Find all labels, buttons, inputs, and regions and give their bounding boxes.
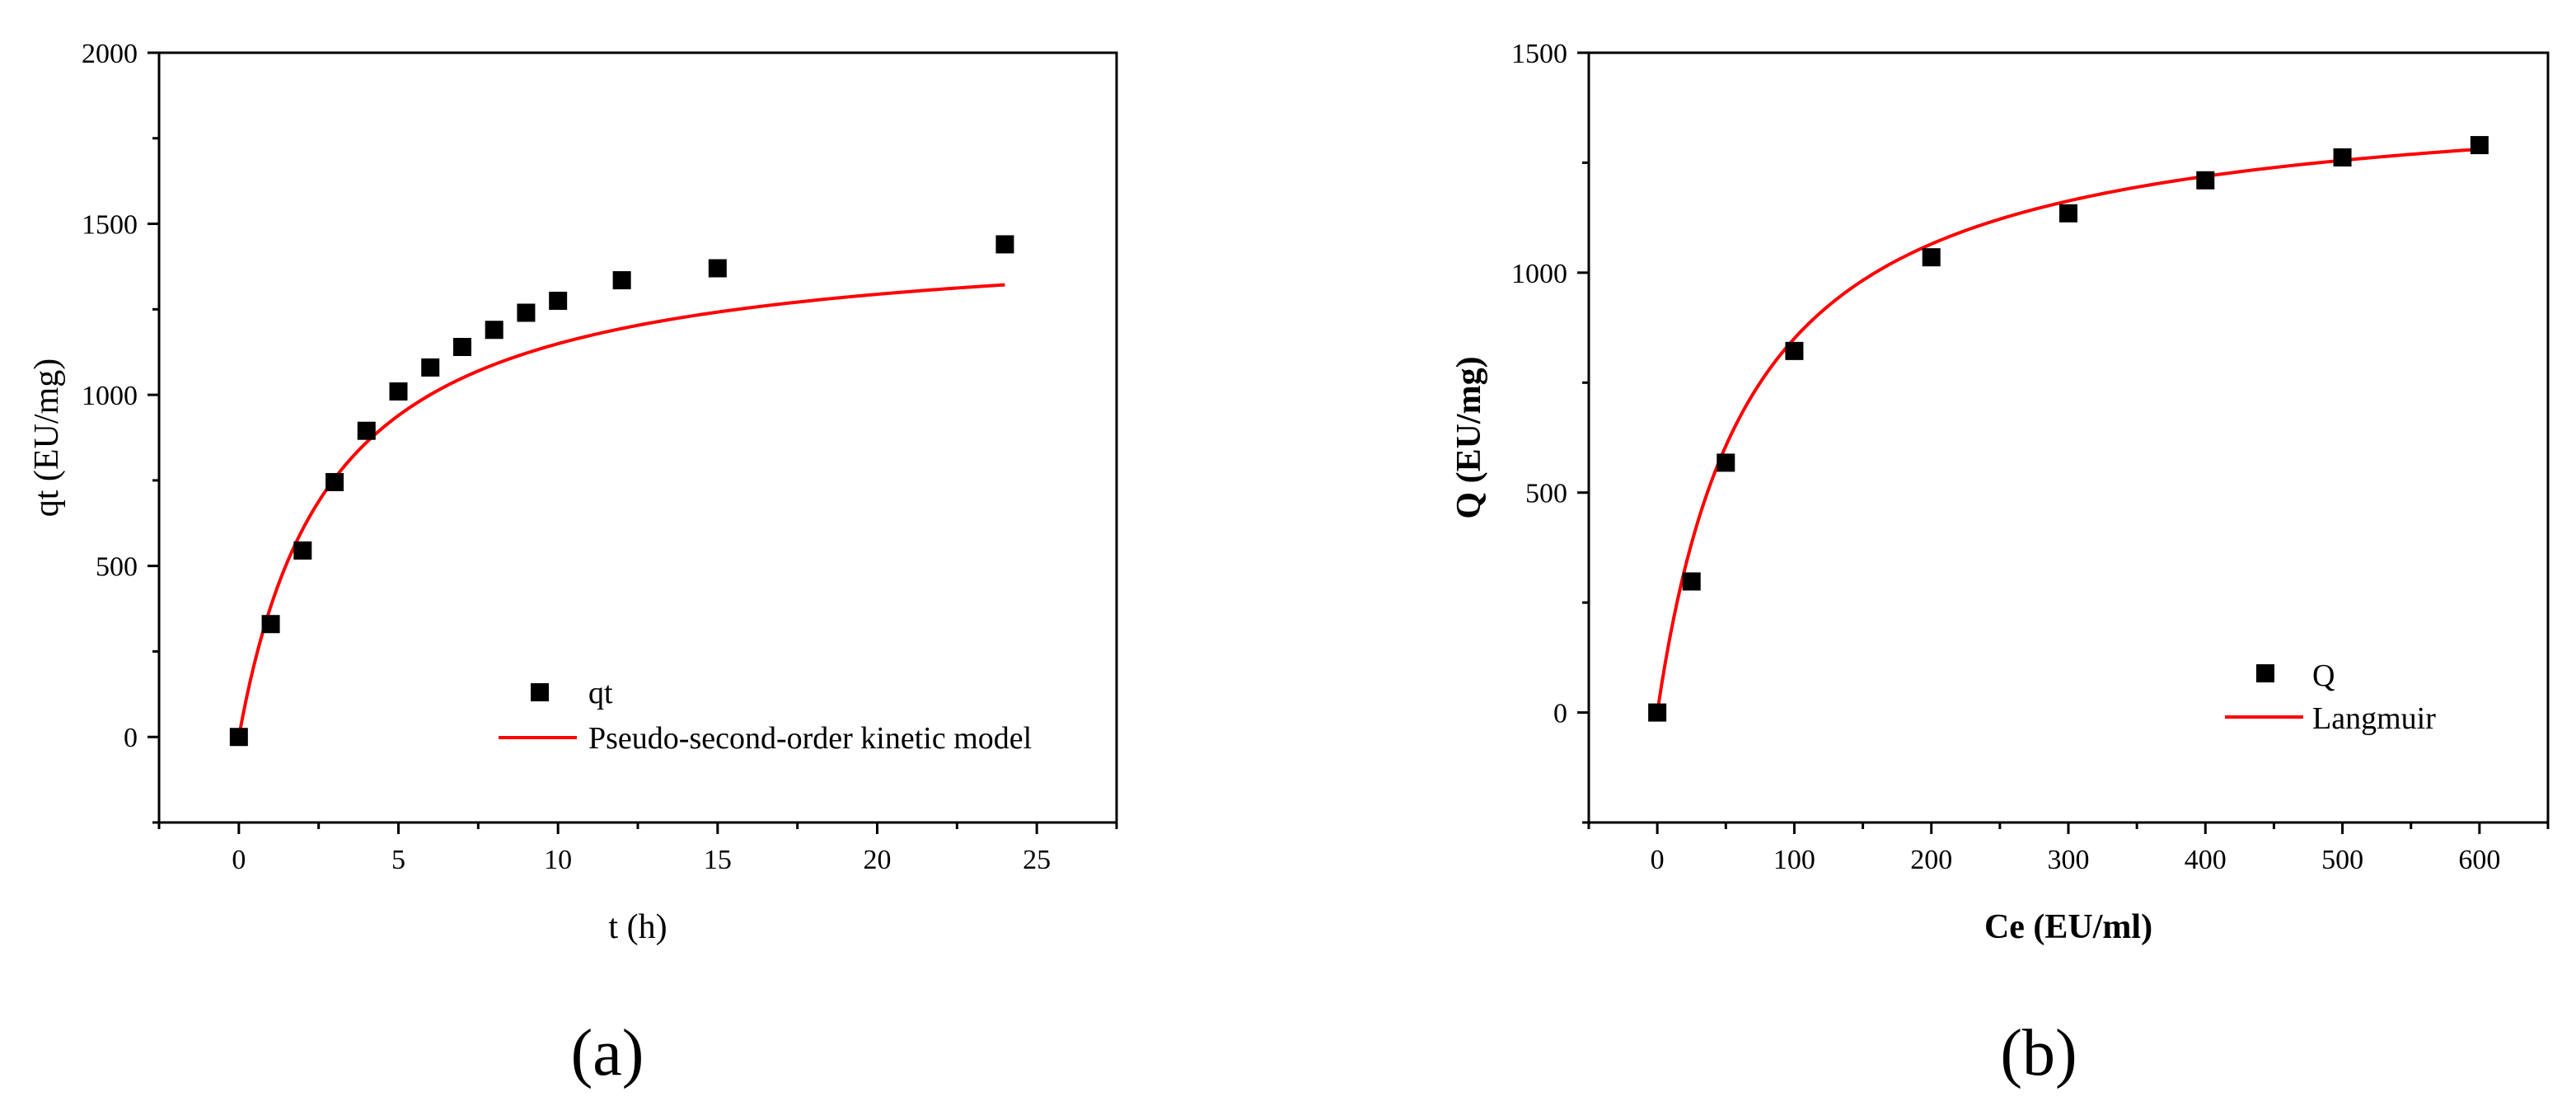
data-point	[2470, 136, 2489, 155]
y-tick-label: 1000	[1511, 259, 1567, 289]
panel-label-a: (a)	[571, 1017, 644, 1090]
y-tick-label: 1500	[1511, 39, 1567, 69]
chart-panel-a: 0 5 10 15 20 25 0 500 1000 1500 2000 t (h) qt (EU…	[28, 39, 1118, 1090]
series-layer	[1648, 136, 2489, 722]
data-point	[229, 728, 248, 747]
data-point	[2196, 171, 2215, 190]
data-point	[326, 472, 344, 491]
data-point	[995, 235, 1014, 254]
x-tick-label: 500	[2321, 845, 2363, 875]
y-axis-ticks: 0 500 1000 1500	[1511, 39, 1589, 824]
x-tick-label: 200	[1910, 845, 1952, 875]
y-tick-label: 0	[124, 723, 138, 753]
data-point	[421, 358, 440, 377]
data-point	[1648, 703, 1667, 722]
legend-label-langmuir: Langmuir	[2312, 701, 2436, 736]
x-axis-ticks: 0 5 10 15 20 25	[157, 822, 1118, 875]
data-point	[2059, 204, 2077, 223]
data-point	[708, 259, 727, 278]
data-point	[1717, 453, 1735, 472]
x-tick-label: 5	[391, 845, 405, 875]
x-tick-label: 10	[544, 845, 572, 875]
data-point	[612, 271, 631, 290]
x-axis-title: Ce (EU/ml)	[1984, 908, 2152, 946]
data-point	[261, 615, 280, 634]
y-tick-label: 0	[1553, 699, 1567, 729]
panel-label-b: (b)	[2000, 1017, 2077, 1090]
x-tick-label: 400	[2185, 845, 2227, 875]
chart-panel-b: 0 100 200 300 400 500 600 0 500 1000 1500 Ce (EU/…	[1450, 39, 2550, 1090]
data-point	[389, 382, 408, 401]
data-point	[517, 303, 536, 322]
x-tick-label: 15	[704, 845, 732, 875]
x-tick-label: 20	[864, 845, 892, 875]
y-tick-label: 500	[1525, 479, 1567, 509]
x-axis-ticks: 0 100 200 300 400 500 600	[1587, 822, 2550, 875]
data-point	[452, 337, 471, 356]
data-point	[549, 291, 568, 310]
x-tick-label: 0	[1651, 845, 1665, 875]
plot-frame	[157, 51, 1118, 824]
x-tick-label: 300	[2048, 845, 2090, 875]
series-layer	[229, 235, 1014, 747]
y-tick-label: 1000	[82, 381, 138, 411]
y-tick-label: 500	[96, 552, 138, 583]
x-tick-label: 100	[1773, 845, 1815, 875]
x-tick-label: 600	[2458, 845, 2500, 875]
legend-marker-qt	[531, 683, 549, 701]
legend-label-qt: qt	[588, 676, 613, 710]
x-axis-title: t (h)	[608, 908, 667, 946]
x-tick-label: 0	[232, 845, 246, 875]
y-tick-label: 2000	[82, 39, 138, 69]
legend-marker-q	[2256, 664, 2274, 682]
legend-label-model: Pseudo-second-order kinetic model	[588, 721, 1032, 756]
fit-line	[1656, 148, 2480, 713]
legend-label-q: Q	[2312, 658, 2335, 693]
data-point	[485, 321, 503, 340]
x-tick-label: 25	[1023, 845, 1051, 875]
legend: Q Langmuir	[2225, 658, 2436, 736]
y-axis-ticks: 0 500 1000 1500 2000	[82, 39, 159, 824]
data-point	[1682, 572, 1701, 591]
data-point	[1922, 248, 1941, 267]
data-point	[1785, 341, 1804, 360]
fit-line	[237, 283, 1005, 738]
y-axis-title: Q (EU/mg)	[1450, 356, 1488, 518]
data-point	[2333, 148, 2352, 167]
y-tick-label: 1500	[82, 210, 138, 241]
legend: qt Pseudo-second-order kinetic model	[499, 676, 1032, 756]
data-point	[357, 421, 376, 440]
y-axis-title: qt (EU/mg)	[28, 359, 66, 517]
data-point	[293, 541, 312, 560]
